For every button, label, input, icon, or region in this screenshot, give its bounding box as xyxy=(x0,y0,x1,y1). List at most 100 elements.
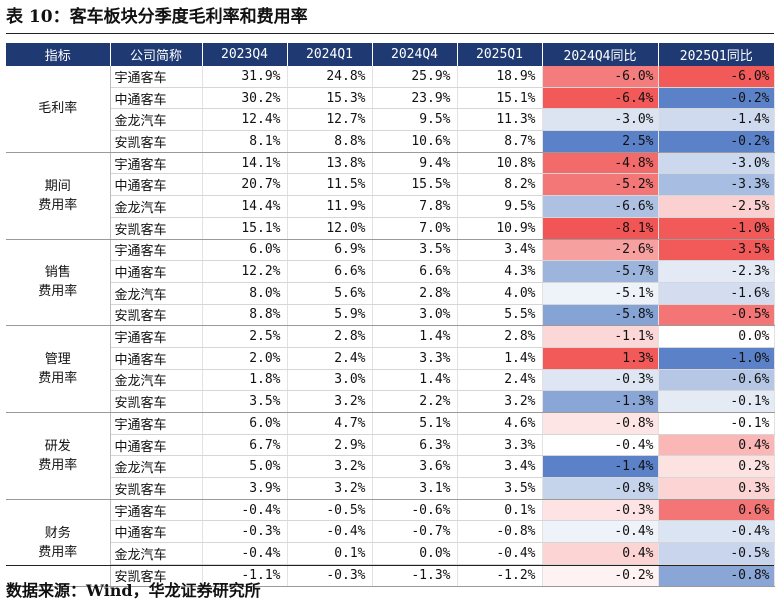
value-cell-q2023q4: 14.1% xyxy=(202,152,288,175)
value-cell-q2024q1: 12.7% xyxy=(287,108,373,132)
header-indicator: 指标 xyxy=(6,43,111,66)
company-cell: 金龙汽车 xyxy=(110,108,203,132)
value-cell-q2024q1: 6.9% xyxy=(287,239,373,262)
group-label-line: 费用率 xyxy=(38,457,78,473)
value-cell-q2024q1: 11.5% xyxy=(287,173,373,197)
value-cell-q2024q4: 7.0% xyxy=(372,217,458,240)
group-label-line: 管理 xyxy=(44,352,71,368)
company-cell: 安凯客车 xyxy=(110,477,203,500)
table-title: 表 10：客车板块分季度毛利率和费用率 xyxy=(6,7,308,27)
yoy-cell-yoy-2025q1: -1.4% xyxy=(658,108,775,132)
table-row: 安凯客车 3.5% 3.2% 2.2% 3.2% -1.3% -0.1% xyxy=(6,390,775,413)
yoy-cell-yoy-2024q4: -2.6% xyxy=(542,239,659,262)
yoy-cell-yoy-2024q4: -5.8% xyxy=(542,304,659,327)
yoy-cell-yoy-2024q4: 2.5% xyxy=(542,130,659,153)
yoy-cell-yoy-2024q4: 0.4% xyxy=(542,542,659,565)
table-row: 研发 费用率 宇通客车 6.0% 4.7% 5.1% 4.6% -0.8% -0.1% xyxy=(6,412,775,500)
value-cell-q2023q4: -0.3% xyxy=(202,520,288,544)
yoy-cell-yoy-2025q1: -0.2% xyxy=(658,130,775,153)
table-row: 安凯客车 3.9% 3.2% 3.1% 3.5% -0.8% 0.3% xyxy=(6,477,775,500)
value-cell-q2023q4: 1.8% xyxy=(202,369,288,392)
group-label-line: 费用率 xyxy=(38,544,78,560)
yoy-cell-yoy-2024q4: -5.1% xyxy=(542,282,659,305)
value-cell-q2025q1: 18.9% xyxy=(457,66,543,88)
yoy-cell-yoy-2025q1: -0.8% xyxy=(658,564,775,587)
company-cell: 中通客车 xyxy=(110,434,203,457)
table-row: 金龙汽车 -0.4% 0.1% 0.0% -0.4% 0.4% -0.5% xyxy=(6,542,775,565)
value-cell-q2024q1: 13.8% xyxy=(287,152,373,175)
company-cell: 宇通客车 xyxy=(110,152,203,175)
table-body: 毛利率 宇通客车 31.9% 24.8% 25.9% 18.9% -6.0% -6.0% 中通客… xyxy=(6,66,775,587)
yoy-cell-yoy-2025q1: -3.5% xyxy=(658,239,775,262)
value-cell-q2025q1: 10.8% xyxy=(457,152,543,175)
value-cell-q2023q4: 2.0% xyxy=(202,347,288,370)
value-cell-q2024q1: 5.6% xyxy=(287,282,373,305)
value-cell-q2023q4: 5.0% xyxy=(202,455,288,479)
value-cell-q2023q4: 8.0% xyxy=(202,282,288,305)
group-label-line: 财务 xyxy=(44,525,71,541)
yoy-cell-yoy-2025q1: -0.2% xyxy=(658,87,775,110)
header-row: 指标 公司简称 2023Q4 2024Q1 2024Q4 2025Q1 2024… xyxy=(6,43,774,66)
value-cell-q2024q4: -0.6% xyxy=(372,499,458,522)
value-cell-q2024q4: -0.7% xyxy=(372,520,458,544)
value-cell-q2024q1: 12.0% xyxy=(287,217,373,240)
value-cell-q2023q4: 3.9% xyxy=(202,477,288,500)
value-cell-q2024q1: -0.4% xyxy=(287,520,373,544)
value-cell-q2023q4: 30.2% xyxy=(202,87,288,110)
value-cell-q2023q4: 31.9% xyxy=(202,66,288,88)
value-cell-q2024q1: 2.8% xyxy=(287,325,373,348)
value-cell-q2023q4: -0.4% xyxy=(202,499,288,522)
table-row: 财务 费用率 宇通客车 -0.4% -0.5% -0.6% 0.1% -0.3% 0.6% xyxy=(6,499,775,587)
value-cell-q2024q4: 7.8% xyxy=(372,195,458,218)
value-cell-q2023q4: 6.0% xyxy=(202,412,288,435)
header-2025q1: 2025Q1 xyxy=(457,43,543,66)
yoy-cell-yoy-2024q4: -4.8% xyxy=(542,152,659,175)
value-cell-q2023q4: 20.7% xyxy=(202,173,288,197)
bottom-rule xyxy=(6,565,774,566)
value-cell-q2024q1: 3.2% xyxy=(287,390,373,413)
value-cell-q2023q4: -0.4% xyxy=(202,542,288,565)
value-cell-q2024q1: -0.3% xyxy=(287,564,373,587)
company-cell: 宇通客车 xyxy=(110,325,203,348)
yoy-cell-yoy-2024q4: -6.0% xyxy=(542,66,659,88)
value-cell-q2025q1: -1.2% xyxy=(457,564,543,587)
yoy-cell-yoy-2024q4: -0.4% xyxy=(542,434,659,457)
header-2024q4: 2024Q4 xyxy=(372,43,458,66)
group-label-line: 销售 xyxy=(44,265,71,281)
value-cell-q2024q1: 2.9% xyxy=(287,434,373,457)
yoy-cell-yoy-2025q1: 0.6% xyxy=(658,499,775,522)
value-cell-q2024q4: 5.1% xyxy=(372,412,458,435)
table-row: 安凯客车 8.8% 5.9% 3.0% 5.5% -5.8% -0.5% xyxy=(6,304,775,327)
value-cell-q2024q4: 2.2% xyxy=(372,390,458,413)
company-cell: 金龙汽车 xyxy=(110,455,203,479)
company-cell: 中通客车 xyxy=(110,87,203,110)
yoy-cell-yoy-2025q1: -2.5% xyxy=(658,195,775,218)
yoy-cell-yoy-2024q4: 1.3% xyxy=(542,347,659,370)
value-cell-q2024q4: -1.3% xyxy=(372,564,458,587)
header-2025q1-yoy: 2025Q1同比 xyxy=(658,43,774,66)
table-row: 安凯客车 15.1% 12.0% 7.0% 10.9% -8.1% -1.0% xyxy=(6,217,775,240)
company-cell: 中通客车 xyxy=(110,347,203,370)
value-cell-q2025q1: 5.5% xyxy=(457,304,543,327)
yoy-cell-yoy-2024q4: -0.8% xyxy=(542,477,659,500)
value-cell-q2025q1: 9.5% xyxy=(457,195,543,218)
group-label-line: 费用率 xyxy=(38,284,78,300)
table-row: 金龙汽车 8.0% 5.6% 2.8% 4.0% -5.1% -1.6% xyxy=(6,282,775,305)
yoy-cell-yoy-2024q4: -0.3% xyxy=(542,499,659,522)
value-cell-q2024q4: 25.9% xyxy=(372,66,458,88)
group-label: 管理 费用率 xyxy=(6,325,111,413)
yoy-cell-yoy-2024q4: -6.4% xyxy=(542,87,659,110)
yoy-cell-yoy-2025q1: -1.6% xyxy=(658,282,775,305)
value-cell-q2025q1: 4.6% xyxy=(457,412,543,435)
yoy-cell-yoy-2024q4: -1.3% xyxy=(542,390,659,413)
table-row: 中通客车 12.2% 6.6% 6.6% 4.3% -5.7% -2.3% xyxy=(6,260,775,283)
value-cell-q2023q4: 6.7% xyxy=(202,434,288,457)
value-cell-q2023q4: 15.1% xyxy=(202,217,288,240)
header-2024q1: 2024Q1 xyxy=(287,43,373,66)
group-label-line: 费用率 xyxy=(38,371,78,387)
company-cell: 中通客车 xyxy=(110,260,203,283)
value-cell-q2023q4: 14.4% xyxy=(202,195,288,218)
yoy-cell-yoy-2024q4: -5.7% xyxy=(542,260,659,283)
company-cell: 安凯客车 xyxy=(110,130,203,153)
value-cell-q2024q1: 3.2% xyxy=(287,477,373,500)
